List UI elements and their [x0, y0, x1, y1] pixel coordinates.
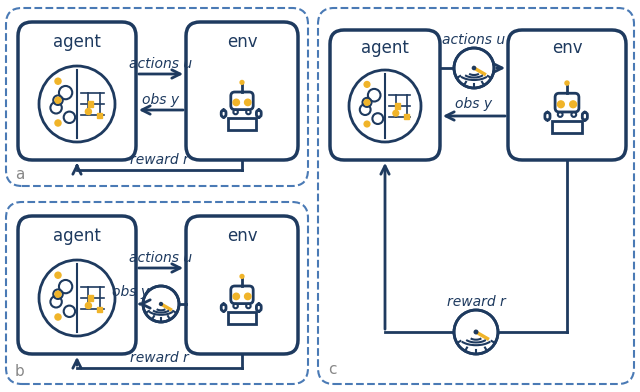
FancyBboxPatch shape: [231, 92, 253, 110]
Circle shape: [393, 110, 399, 116]
FancyBboxPatch shape: [88, 102, 93, 107]
Text: actions u: actions u: [442, 33, 506, 47]
FancyBboxPatch shape: [228, 118, 257, 130]
Circle shape: [55, 120, 61, 126]
Text: obs y: obs y: [143, 93, 180, 107]
FancyBboxPatch shape: [508, 30, 626, 160]
FancyBboxPatch shape: [555, 93, 579, 112]
Circle shape: [85, 109, 92, 114]
FancyBboxPatch shape: [97, 307, 102, 312]
FancyBboxPatch shape: [404, 114, 409, 119]
Circle shape: [55, 314, 61, 320]
FancyBboxPatch shape: [221, 304, 226, 311]
FancyBboxPatch shape: [545, 112, 550, 120]
Circle shape: [240, 80, 244, 84]
FancyBboxPatch shape: [221, 110, 226, 118]
FancyBboxPatch shape: [18, 22, 136, 160]
Text: agent: agent: [53, 33, 101, 51]
Text: reward r: reward r: [130, 351, 188, 365]
Text: b: b: [15, 365, 25, 379]
Circle shape: [454, 310, 498, 354]
Circle shape: [570, 101, 577, 108]
Circle shape: [55, 291, 61, 297]
Circle shape: [364, 121, 370, 127]
Circle shape: [240, 274, 244, 278]
Circle shape: [233, 99, 239, 105]
Text: env: env: [227, 227, 257, 245]
Circle shape: [55, 78, 61, 84]
Circle shape: [557, 101, 564, 108]
Circle shape: [474, 330, 477, 334]
Circle shape: [85, 303, 92, 309]
Text: actions u: actions u: [129, 57, 193, 71]
Text: obs y: obs y: [113, 285, 150, 299]
Text: env: env: [227, 33, 257, 51]
Circle shape: [244, 99, 251, 105]
FancyBboxPatch shape: [257, 110, 261, 118]
Text: reward r: reward r: [130, 153, 188, 167]
Text: actions u: actions u: [129, 251, 193, 265]
Circle shape: [55, 97, 61, 103]
FancyBboxPatch shape: [330, 30, 440, 160]
FancyBboxPatch shape: [186, 216, 298, 354]
Circle shape: [364, 82, 370, 87]
Circle shape: [472, 66, 476, 70]
FancyBboxPatch shape: [395, 103, 400, 109]
FancyBboxPatch shape: [257, 304, 261, 311]
Circle shape: [159, 303, 163, 305]
Circle shape: [565, 81, 569, 85]
Text: obs y: obs y: [456, 97, 493, 111]
Circle shape: [244, 293, 251, 299]
Text: reward r: reward r: [447, 295, 506, 309]
Text: c: c: [328, 363, 336, 377]
Circle shape: [233, 293, 239, 299]
Text: env: env: [552, 39, 582, 57]
FancyBboxPatch shape: [18, 216, 136, 354]
FancyBboxPatch shape: [231, 286, 253, 303]
FancyBboxPatch shape: [88, 295, 93, 301]
FancyBboxPatch shape: [552, 121, 582, 133]
FancyBboxPatch shape: [582, 112, 588, 120]
Text: agent: agent: [53, 227, 101, 245]
Text: a: a: [15, 167, 25, 181]
Circle shape: [143, 286, 179, 322]
FancyBboxPatch shape: [97, 113, 102, 118]
FancyBboxPatch shape: [186, 22, 298, 160]
Circle shape: [364, 100, 370, 105]
Circle shape: [55, 272, 61, 278]
FancyBboxPatch shape: [228, 312, 257, 324]
Text: agent: agent: [361, 39, 409, 57]
Circle shape: [454, 48, 494, 88]
